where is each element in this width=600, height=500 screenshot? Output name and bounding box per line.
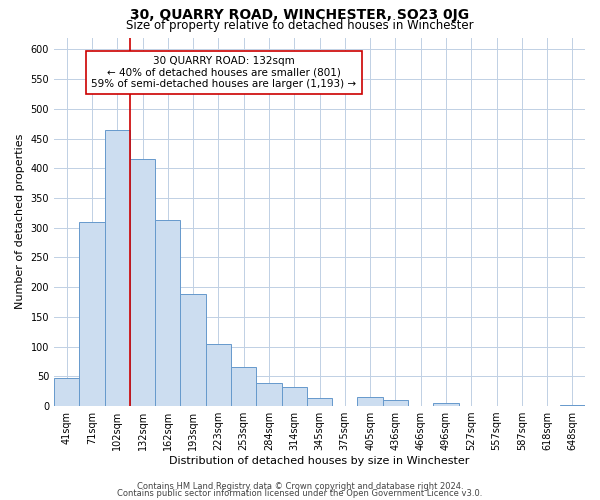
Bar bbox=[104, 130, 130, 406]
Bar bbox=[433, 403, 458, 406]
X-axis label: Distribution of detached houses by size in Winchester: Distribution of detached houses by size … bbox=[169, 456, 470, 466]
Bar bbox=[256, 384, 281, 406]
Bar bbox=[155, 220, 181, 406]
Bar bbox=[231, 368, 256, 406]
Text: Contains public sector information licensed under the Open Government Licence v3: Contains public sector information licen… bbox=[118, 488, 482, 498]
Text: Contains HM Land Registry data © Crown copyright and database right 2024.: Contains HM Land Registry data © Crown c… bbox=[137, 482, 463, 491]
Bar bbox=[307, 398, 332, 406]
Bar bbox=[54, 378, 79, 406]
Bar bbox=[79, 222, 104, 406]
Bar bbox=[358, 397, 383, 406]
Text: 30 QUARRY ROAD: 132sqm
← 40% of detached houses are smaller (801)
59% of semi-de: 30 QUARRY ROAD: 132sqm ← 40% of detached… bbox=[91, 56, 356, 89]
Bar bbox=[560, 405, 585, 406]
Text: 30, QUARRY ROAD, WINCHESTER, SO23 0JG: 30, QUARRY ROAD, WINCHESTER, SO23 0JG bbox=[130, 8, 470, 22]
Bar bbox=[383, 400, 408, 406]
Bar bbox=[206, 344, 231, 406]
Y-axis label: Number of detached properties: Number of detached properties bbox=[15, 134, 25, 310]
Bar bbox=[130, 160, 155, 406]
Bar bbox=[281, 387, 307, 406]
Bar bbox=[181, 294, 206, 406]
Text: Size of property relative to detached houses in Winchester: Size of property relative to detached ho… bbox=[126, 19, 474, 32]
